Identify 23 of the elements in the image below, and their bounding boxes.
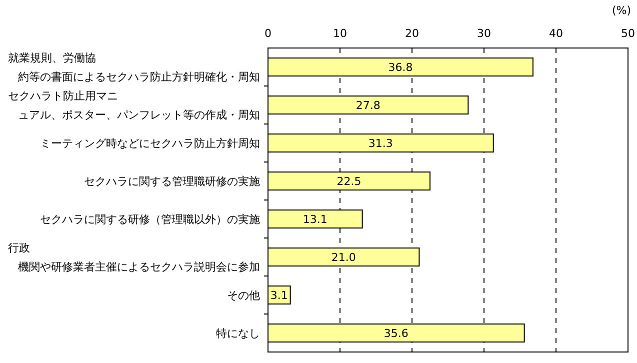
y-tick-label: 特になし xyxy=(216,327,260,340)
y-tick-label: セクハラに関する研修（管理職以外）の実施 xyxy=(40,213,260,226)
x-tick-label: 50 xyxy=(621,27,635,40)
y-tick-label: ミーティング時などにセクハラ防止方針周知 xyxy=(40,137,260,150)
x-tick-label: 20 xyxy=(405,27,419,40)
x-tick-label: 30 xyxy=(477,27,491,40)
y-tick-label: 行政機関や研修業者主催によるセクハラ説明会に参加 xyxy=(8,242,260,274)
y-tick-label: セクハラに関する管理職研修の実施 xyxy=(84,175,260,188)
y-tick-label: 就業規則、労働協約等の書面によるセクハラ防止方針明確化・周知 xyxy=(8,52,260,84)
data-label: 31.3 xyxy=(368,137,393,150)
data-label: 36.8 xyxy=(388,61,413,74)
y-tick-label: その他 xyxy=(227,289,260,302)
data-label: 21.0 xyxy=(331,251,356,264)
x-tick-label: 40 xyxy=(549,27,563,40)
x-tick-label: 10 xyxy=(333,27,347,40)
x-axis-title: (%) xyxy=(612,4,631,17)
data-label: 13.1 xyxy=(302,213,328,226)
data-label: 22.5 xyxy=(336,175,362,188)
x-tick-label: 0 xyxy=(264,27,272,40)
y-tick-label: セクハラト防止用マニュアル、ポスター、パンフレット等の作成・周知 xyxy=(8,90,260,122)
data-label: 3.1 xyxy=(270,289,288,302)
data-label: 35.6 xyxy=(384,327,408,340)
data-label: 27.8 xyxy=(356,99,380,112)
